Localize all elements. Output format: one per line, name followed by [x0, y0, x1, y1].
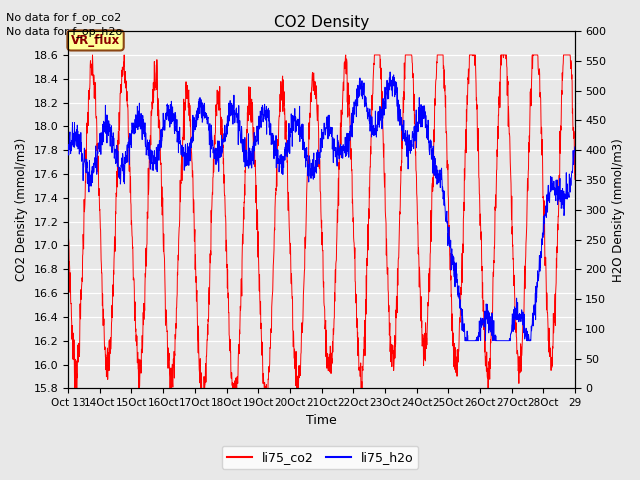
- Y-axis label: CO2 Density (mmol/m3): CO2 Density (mmol/m3): [15, 138, 28, 281]
- Y-axis label: H2O Density (mmol/m3): H2O Density (mmol/m3): [612, 138, 625, 282]
- Text: VR_flux: VR_flux: [71, 34, 120, 47]
- X-axis label: Time: Time: [306, 414, 337, 427]
- Legend: li75_co2, li75_h2o: li75_co2, li75_h2o: [221, 446, 419, 469]
- Title: CO2 Density: CO2 Density: [274, 15, 369, 30]
- Text: No data for f_op_h2o: No data for f_op_h2o: [6, 26, 123, 37]
- Text: No data for f_op_co2: No data for f_op_co2: [6, 12, 122, 23]
